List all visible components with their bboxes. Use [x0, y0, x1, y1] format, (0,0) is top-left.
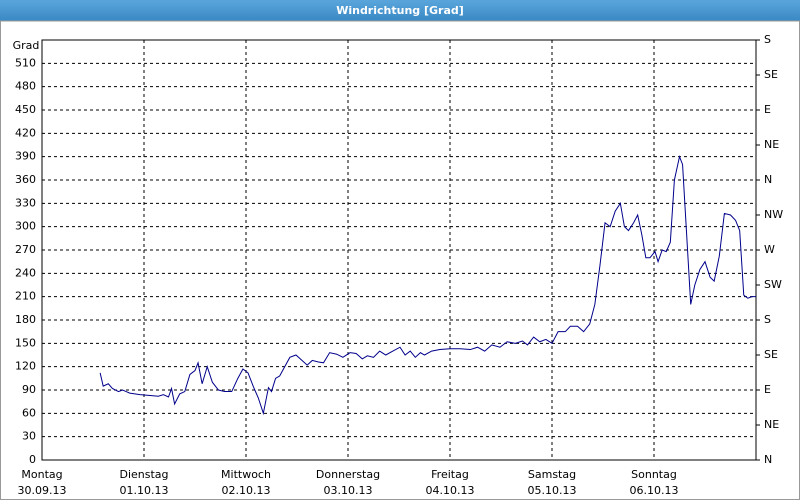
- y2-tick-label: SE: [764, 348, 778, 361]
- title-bar: [0, 0, 800, 21]
- y2-tick-label: E: [764, 383, 771, 396]
- y-tick-label: 60: [22, 406, 36, 419]
- x-tick-label: Sonntag: [631, 468, 677, 481]
- y2-tick-label: SE: [764, 68, 778, 81]
- x-tick-date: 02.10.13: [222, 484, 271, 497]
- x-tick-date: 06.10.13: [630, 484, 679, 497]
- y-tick-label: 210: [15, 290, 36, 303]
- y-tick-label: 510: [15, 56, 36, 69]
- y2-tick-label: NE: [764, 138, 779, 151]
- y-tick-label: 240: [15, 266, 36, 279]
- y-tick-label: 150: [15, 336, 36, 349]
- x-tick-label: Dienstag: [119, 468, 168, 481]
- x-tick-label: Samstag: [528, 468, 576, 481]
- y-tick-label: 420: [15, 126, 36, 139]
- y-tick-label: 360: [15, 173, 36, 186]
- x-tick-label: Montag: [21, 468, 62, 481]
- y-tick-label: 90: [22, 383, 36, 396]
- y2-tick-label: N: [764, 453, 772, 466]
- y-tick-label: 330: [15, 196, 36, 209]
- x-tick-date: 03.10.13: [324, 484, 373, 497]
- y-tick-label: 480: [15, 80, 36, 93]
- x-tick-date: 05.10.13: [528, 484, 577, 497]
- y2-tick-label: S: [764, 313, 771, 326]
- y-tick-label: 300: [15, 220, 36, 233]
- chart-title: Windrichtung [Grad]: [336, 4, 464, 17]
- x-tick-label: Donnerstag: [316, 468, 380, 481]
- y-tick-label: 0: [29, 453, 36, 466]
- y2-tick-label: E: [764, 103, 771, 116]
- y2-tick-label: W: [764, 243, 775, 256]
- x-tick-date: 04.10.13: [426, 484, 475, 497]
- x-tick-date: 30.09.13: [18, 484, 67, 497]
- y2-tick-label: S: [764, 33, 771, 46]
- x-tick-date: 01.10.13: [120, 484, 169, 497]
- x-tick-label: Freitag: [431, 468, 469, 481]
- y-axis-label: Grad: [13, 39, 40, 52]
- y-tick-label: 30: [22, 430, 36, 443]
- frame: [0, 20, 800, 500]
- y-tick-label: 450: [15, 103, 36, 116]
- y2-tick-label: NE: [764, 418, 779, 431]
- y-tick-label: 270: [15, 243, 36, 256]
- y-tick-label: 120: [15, 360, 36, 373]
- y2-tick-label: N: [764, 173, 772, 186]
- y-tick-label: 390: [15, 150, 36, 163]
- y2-tick-label: SW: [764, 278, 782, 291]
- y2-tick-label: NW: [764, 208, 783, 221]
- y-tick-label: 180: [15, 313, 36, 326]
- data-line: [99, 154, 756, 416]
- x-tick-label: Mittwoch: [221, 468, 271, 481]
